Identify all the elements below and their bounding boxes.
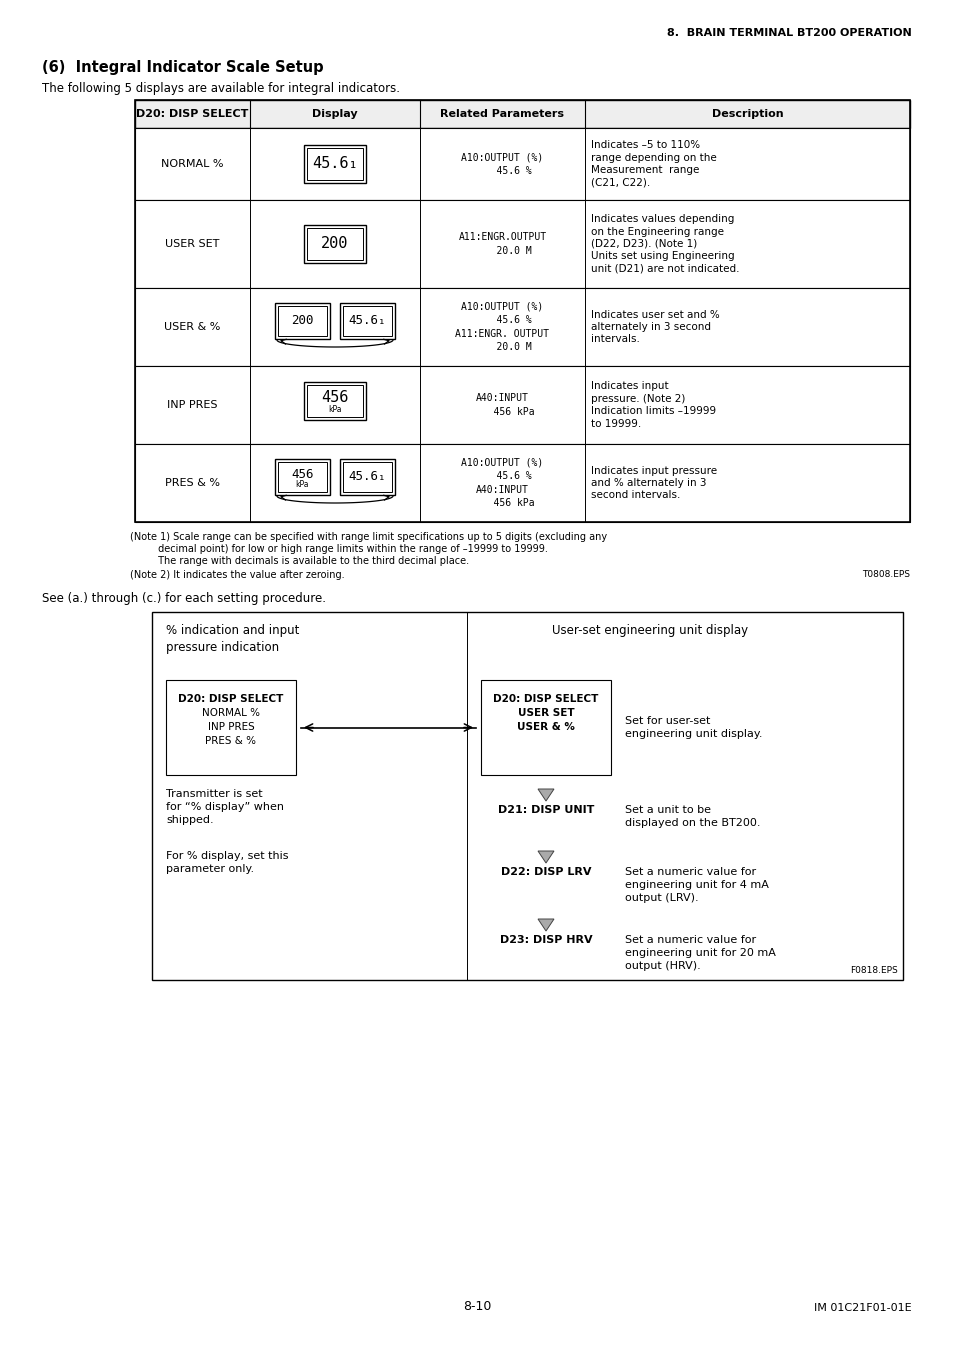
Text: Display: Display [312,109,357,119]
Text: 200: 200 [321,236,349,251]
Text: The following 5 displays are available for integral indicators.: The following 5 displays are available f… [42,82,399,95]
Text: 45.6₁: 45.6₁ [349,315,386,327]
Text: Indicates input
pressure. (Note 2)
Indication limits –19999
to 19999.: Indicates input pressure. (Note 2) Indic… [590,381,716,428]
Text: INP PRES: INP PRES [167,400,217,409]
Bar [480,680,610,775]
Text: A10:OUTPUT (%)
    45.6 %
A11:ENGR. OUTPUT
    20.0 M: A10:OUTPUT (%) 45.6 % A11:ENGR. OUTPUT 2… [455,301,549,353]
Bar [339,459,395,494]
Bar [274,459,330,494]
Bar [307,228,363,259]
Text: (6)  Integral Indicator Scale Setup: (6) Integral Indicator Scale Setup [42,59,323,76]
Text: A40:INPUT
    456 kPa: A40:INPUT 456 kPa [470,393,535,417]
Bar [135,200,909,288]
Bar [339,303,395,339]
Text: D22: DISP LRV: D22: DISP LRV [500,867,591,877]
Text: USER & %: USER & % [517,721,575,732]
Text: 200: 200 [291,315,314,327]
Text: NORMAL %: NORMAL % [202,708,260,717]
Text: The range with decimals is available to the third decimal place.: The range with decimals is available to … [130,557,469,566]
Text: NORMAL %: NORMAL % [161,159,224,169]
Text: D20: DISP SELECT: D20: DISP SELECT [493,694,598,704]
Bar [166,680,295,775]
Bar [304,226,366,263]
Text: Set a unit to be
displayed on the BT200.: Set a unit to be displayed on the BT200. [624,805,760,828]
Text: (Note 2) It indicates the value after zeroing.: (Note 2) It indicates the value after ze… [130,570,344,580]
Text: Related Parameters: Related Parameters [440,109,564,119]
Text: kPa: kPa [295,480,309,489]
Text: decimal point) for low or high range limits within the range of –19999 to 19999.: decimal point) for low or high range lim… [130,544,547,554]
Bar [135,366,909,444]
Polygon shape [537,919,554,931]
Text: D20: DISP SELECT: D20: DISP SELECT [136,109,249,119]
Text: D20: DISP SELECT: D20: DISP SELECT [178,694,283,704]
Bar [343,462,392,492]
Polygon shape [537,851,554,863]
Text: Indicates values depending
on the Engineering range
(D22, D23). (Note 1)
Units s: Indicates values depending on the Engine… [590,215,739,274]
Text: % indication and input
pressure indication: % indication and input pressure indicati… [166,624,299,654]
Bar [277,305,327,336]
Text: 8-10: 8-10 [462,1300,491,1313]
Text: 456: 456 [321,390,349,405]
Text: USER SET: USER SET [165,239,219,249]
Bar [135,100,909,521]
Text: See (a.) through (c.) for each setting procedure.: See (a.) through (c.) for each setting p… [42,592,326,605]
Text: IM 01C21F01-01E: IM 01C21F01-01E [814,1302,911,1313]
Text: 45.6₁: 45.6₁ [349,470,386,484]
Bar [274,303,330,339]
Bar [307,385,363,417]
Text: A11:ENGR.OUTPUT
    20.0 M: A11:ENGR.OUTPUT 20.0 M [458,232,546,255]
Text: F0818.EPS: F0818.EPS [849,966,897,975]
Text: (Note 1) Scale range can be specified with range limit specifications up to 5 di: (Note 1) Scale range can be specified wi… [130,532,606,542]
Text: 8.  BRAIN TERMINAL BT200 OPERATION: 8. BRAIN TERMINAL BT200 OPERATION [666,28,911,38]
Bar [135,128,909,200]
Bar [307,149,363,180]
Text: Description: Description [711,109,782,119]
Bar [277,462,327,492]
Text: A10:OUTPUT (%)
    45.6 %
A40:INPUT
    456 kPa: A10:OUTPUT (%) 45.6 % A40:INPUT 456 kPa [461,458,543,508]
Text: D21: DISP UNIT: D21: DISP UNIT [497,805,594,815]
Bar [152,612,902,979]
Bar [304,145,366,182]
Text: PRES & %: PRES & % [165,478,220,488]
Text: D23: DISP HRV: D23: DISP HRV [499,935,592,944]
Text: USER & %: USER & % [164,322,220,332]
Text: Indicates –5 to 110%
range depending on the
Measurement  range
(C21, C22).: Indicates –5 to 110% range depending on … [590,141,716,188]
Text: 456: 456 [291,467,314,481]
Text: A10:OUTPUT (%)
    45.6 %: A10:OUTPUT (%) 45.6 % [461,153,543,176]
Bar [135,100,909,128]
Text: Indicates user set and %
alternately in 3 second
intervals.: Indicates user set and % alternately in … [590,309,719,345]
Text: 45.6₁: 45.6₁ [312,157,357,172]
Text: Set for user-set
engineering unit display.: Set for user-set engineering unit displa… [624,716,761,739]
Text: T0808.EPS: T0808.EPS [862,570,909,580]
Text: Set a numeric value for
engineering unit for 20 mA
output (HRV).: Set a numeric value for engineering unit… [624,935,775,971]
Text: Transmitter is set
for “% display” when
shipped.: Transmitter is set for “% display” when … [166,789,284,825]
Polygon shape [537,789,554,801]
Text: For % display, set this
parameter only.: For % display, set this parameter only. [166,851,288,874]
Text: USER SET: USER SET [517,708,574,717]
Text: kPa: kPa [328,405,341,413]
Text: Indicates input pressure
and % alternately in 3
second intervals.: Indicates input pressure and % alternate… [590,466,717,500]
Bar [135,288,909,366]
Bar [343,305,392,336]
Text: PRES & %: PRES & % [205,736,256,746]
Bar [135,444,909,521]
Text: Set a numeric value for
engineering unit for 4 mA
output (LRV).: Set a numeric value for engineering unit… [624,867,768,904]
Text: INP PRES: INP PRES [208,721,254,732]
Text: User-set engineering unit display: User-set engineering unit display [552,624,747,638]
Bar [304,382,366,420]
